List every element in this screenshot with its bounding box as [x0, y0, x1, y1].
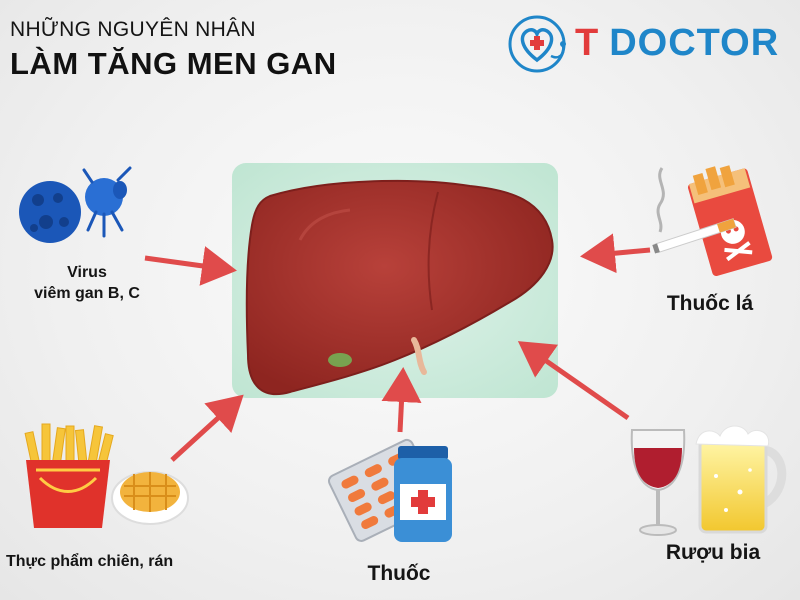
label-fried-food: Thực phẩm chiên, rán: [6, 553, 174, 570]
title-line-1: NHỮNG NGUYÊN NHÂN: [10, 18, 256, 41]
arrow-smoking: [580, 233, 651, 274]
logo-wordmark: T DOCTOR: [575, 22, 779, 65]
label-virus-line-2: viêm gan B, C: [34, 285, 140, 302]
heart-stethoscope-icon: [508, 15, 566, 73]
liver-illustration: [245, 179, 554, 396]
label-virus-line-1: Virus: [67, 264, 107, 281]
title-line-2: LÀM TĂNG MEN GAN: [10, 46, 337, 81]
logo-brand-name: DOCTOR: [609, 22, 780, 64]
logo-letter-t: T: [575, 22, 600, 64]
alcohol-icon: [630, 425, 787, 536]
page-title: NHỮNG NGUYÊN NHÂN LÀM TĂNG MEN GAN: [10, 18, 337, 82]
arrow-virus: [144, 246, 237, 286]
label-virus: Virus viêm gan B, C: [22, 262, 152, 304]
arrow-alcohol: [517, 341, 630, 421]
label-medicine: Thuốc: [367, 562, 431, 585]
fried-food-icon: [24, 423, 189, 528]
cigarette-pack-icon: [652, 165, 773, 277]
label-alcohol: Rượu bia: [665, 541, 761, 564]
arrow-medicine: [381, 367, 422, 433]
label-smoking: Thuốc lá: [666, 292, 754, 315]
virus-icon: [19, 166, 132, 243]
medicine-icon: [327, 438, 452, 542]
tdoctor-logo: T DOCTOR: [507, 12, 792, 76]
arrow-fried: [170, 394, 244, 462]
